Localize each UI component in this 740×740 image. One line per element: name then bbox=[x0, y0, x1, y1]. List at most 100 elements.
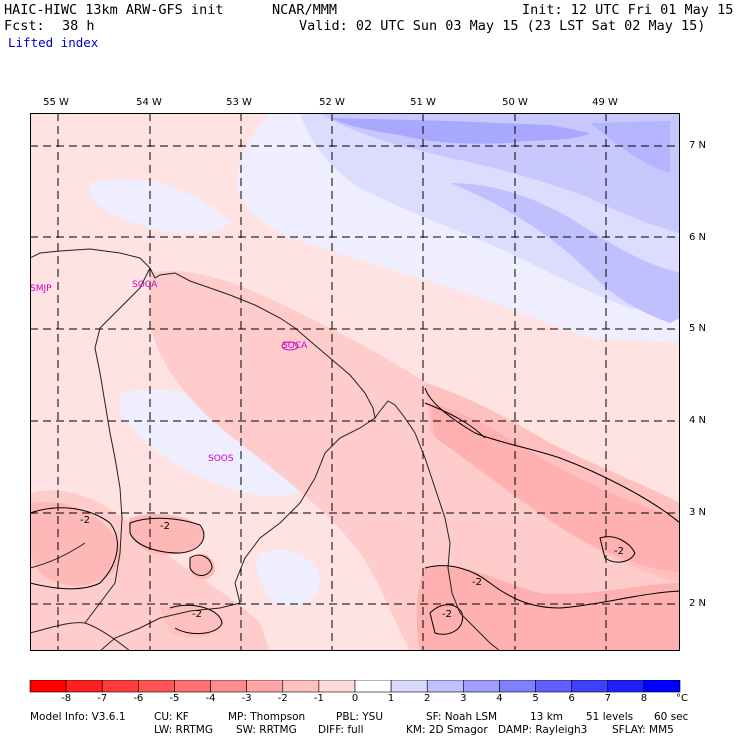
forecast-label: Fcst: bbox=[4, 18, 45, 34]
lon-label: 54 W bbox=[136, 97, 162, 108]
model-title: HAIC-HIWC 13km ARW-GFS init bbox=[4, 2, 224, 18]
contour-line bbox=[424, 565, 680, 609]
org-title: NCAR/MMM bbox=[272, 2, 338, 18]
lat-label: 4 N bbox=[689, 415, 707, 426]
lifted-index-map: SMJP SOCA SOCA SOOS -2 -2 -2 -2 -2 -2 bbox=[30, 113, 680, 651]
contour-line bbox=[189, 554, 213, 576]
lat-label: 7 N bbox=[689, 140, 707, 151]
colorbar bbox=[29, 680, 681, 693]
contour-label: -2 bbox=[80, 515, 90, 526]
footer-timestep: 60 sec bbox=[654, 711, 689, 723]
border-path bbox=[99, 417, 376, 651]
footer-pbl: PBL: YSU bbox=[336, 711, 384, 723]
station-label: SOCA bbox=[132, 280, 158, 290]
inland-lavender-2 bbox=[256, 549, 320, 607]
lon-label: 51 W bbox=[410, 97, 436, 108]
contour-line bbox=[129, 517, 205, 554]
colorbar-swatch bbox=[174, 680, 211, 693]
contour-line bbox=[424, 387, 680, 524]
colorbar-label: -7 bbox=[97, 693, 108, 704]
station-label: SOOS bbox=[208, 454, 234, 464]
colorbar-swatch bbox=[571, 680, 609, 693]
graticule bbox=[30, 113, 680, 651]
colorbar-label: -8 bbox=[61, 693, 72, 704]
lat-label: 6 N bbox=[689, 232, 707, 243]
colorbar-label: 8 bbox=[640, 693, 648, 704]
contour-label: -2 bbox=[442, 609, 452, 620]
colorbar-swatch bbox=[65, 680, 103, 693]
unstable-southwest-core bbox=[30, 502, 122, 586]
lon-label: 50 W bbox=[502, 97, 528, 108]
footer-damp: DAMP: Rayleigh3 bbox=[498, 724, 588, 736]
footer-cu: CU: KF bbox=[154, 711, 189, 723]
stable-region-strong bbox=[320, 113, 680, 233]
lat-label: 3 N bbox=[689, 507, 707, 518]
border-path bbox=[414, 432, 501, 651]
unstable-coast-band bbox=[150, 271, 680, 651]
footer-levels: 51 levels bbox=[586, 711, 634, 723]
footer-sf: SF: Noah LSM bbox=[426, 711, 498, 723]
contour-line bbox=[429, 604, 464, 635]
field-name: Lifted index bbox=[8, 35, 99, 50]
colorbar-label: -3 bbox=[241, 693, 252, 704]
colorbar-label: 2 bbox=[424, 693, 431, 704]
contour-label: -2 bbox=[192, 609, 202, 620]
lon-label: 53 W bbox=[226, 97, 252, 108]
colorbar-unit: °C bbox=[676, 693, 688, 704]
contour-label: -2 bbox=[472, 577, 482, 588]
colorbar-label: 6 bbox=[568, 693, 575, 704]
colorbar-swatch bbox=[138, 680, 175, 693]
colorbar-label: 4 bbox=[496, 693, 503, 704]
colorbar-swatch bbox=[210, 680, 247, 693]
contour-label: -2 bbox=[160, 521, 170, 532]
footer-km: KM: 2D Smagor bbox=[406, 724, 488, 736]
map-frame bbox=[30, 113, 680, 651]
station-label: SMJP bbox=[30, 284, 52, 294]
colorbar-swatch bbox=[29, 680, 67, 693]
contour-line bbox=[424, 402, 486, 439]
colorbar-swatch bbox=[643, 680, 681, 693]
lon-label: 55 W bbox=[43, 97, 69, 108]
lat-label: 5 N bbox=[689, 323, 707, 334]
stable-streak bbox=[450, 183, 680, 323]
border-path bbox=[84, 267, 151, 624]
unstable-southeast bbox=[416, 565, 680, 651]
unstable-sw-patch bbox=[128, 513, 205, 555]
colorbar-label: 7 bbox=[604, 693, 611, 704]
colorbar-swatch bbox=[354, 680, 392, 693]
colorbar-label: 0 bbox=[351, 693, 359, 704]
footer-resolution: 13 km bbox=[530, 711, 564, 723]
coastline-path bbox=[30, 248, 416, 434]
colorbar-label: 3 bbox=[460, 693, 467, 704]
lat-label: 2 N bbox=[689, 598, 707, 609]
colorbar-label: 1 bbox=[387, 693, 395, 704]
colorbar-swatch bbox=[246, 680, 284, 693]
footer-lw: LW: RRTMG bbox=[154, 724, 213, 736]
colorbar-swatch bbox=[390, 680, 428, 693]
colorbar-label: 5 bbox=[532, 693, 539, 704]
contour-line bbox=[169, 604, 223, 635]
footer-diff: DIFF: full bbox=[318, 724, 364, 736]
contour-line bbox=[599, 536, 636, 563]
footer-mp: MP: Thompson bbox=[228, 711, 306, 723]
footer-model-info: Model Info: V3.6.1 bbox=[30, 711, 126, 723]
colorbar-label: -2 bbox=[277, 693, 288, 704]
colorbar-swatch bbox=[607, 680, 645, 693]
colorbar-swatch bbox=[318, 680, 356, 693]
colorbar-label: -4 bbox=[205, 693, 216, 704]
colorbar-label: -5 bbox=[169, 693, 180, 704]
contour-label: -2 bbox=[614, 546, 624, 557]
station-label: SOCA bbox=[282, 341, 308, 351]
colorbar-swatch bbox=[101, 680, 139, 693]
init-time: Init: 12 UTC Fri 01 May 15 bbox=[522, 2, 734, 18]
colorbar-swatch bbox=[535, 680, 572, 693]
footer-sw: SW: RRTMG bbox=[236, 724, 297, 736]
forecast-hour: 38 h bbox=[62, 18, 95, 34]
contour-lines bbox=[30, 387, 680, 635]
coastline bbox=[30, 248, 501, 651]
colorbar-swatch bbox=[282, 680, 320, 693]
lon-label: 52 W bbox=[319, 97, 345, 108]
contour-line bbox=[30, 507, 118, 590]
footer-sflay: SFLAY: MM5 bbox=[612, 724, 674, 736]
colorbar-swatch bbox=[499, 680, 536, 693]
